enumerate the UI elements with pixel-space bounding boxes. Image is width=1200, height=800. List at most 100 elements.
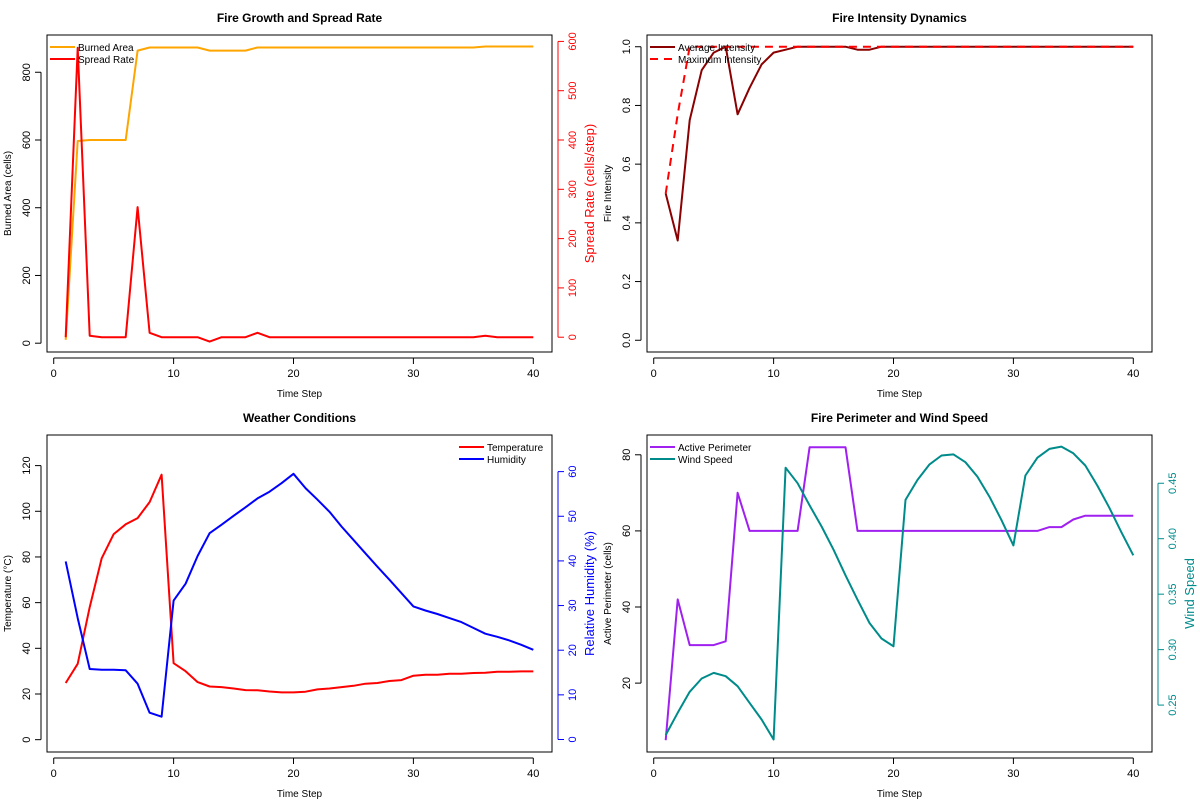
data-point xyxy=(484,672,486,674)
right-tick-label: 400 xyxy=(567,131,579,149)
data-point xyxy=(185,336,187,338)
data-point xyxy=(304,47,306,49)
data-point xyxy=(893,645,895,647)
right-tick-label: 50 xyxy=(567,510,579,522)
data-point xyxy=(881,530,883,532)
data-point xyxy=(904,530,906,532)
data-point xyxy=(881,46,883,48)
data-point xyxy=(520,670,522,672)
data-point xyxy=(448,617,450,619)
data-point xyxy=(869,49,871,51)
data-point xyxy=(689,691,691,693)
data-point xyxy=(833,549,835,551)
left-axis-label: Active Perimeter (cells) xyxy=(603,542,614,645)
series-line-humidity xyxy=(64,472,534,718)
data-point xyxy=(197,47,199,49)
data-point xyxy=(976,46,978,48)
x-tick-label: 10 xyxy=(167,368,179,380)
x-axis-label: Time Step xyxy=(877,389,923,400)
data-point xyxy=(869,46,871,48)
data-point xyxy=(988,496,990,498)
right-tick-label: 40 xyxy=(567,555,579,567)
chart-title: Weather Conditions xyxy=(243,411,356,425)
data-point xyxy=(197,681,199,683)
right-tick-label: 0.35 xyxy=(1167,583,1179,604)
series-points xyxy=(665,46,1135,195)
data-point xyxy=(257,332,259,334)
data-point xyxy=(113,533,115,535)
x-tick-label: 10 xyxy=(167,768,179,780)
data-point xyxy=(749,87,751,89)
data-point xyxy=(916,479,918,481)
right-tick-label: 200 xyxy=(567,229,579,247)
right-tick-label: 0 xyxy=(567,334,579,340)
plot-frame xyxy=(646,34,1153,353)
data-point xyxy=(233,336,235,338)
data-point xyxy=(161,474,163,476)
data-point xyxy=(988,530,990,532)
right-tick-label: 0.40 xyxy=(1167,528,1179,549)
legend-label: Humidity xyxy=(487,455,526,466)
data-point xyxy=(185,583,187,585)
data-point xyxy=(412,605,414,607)
left-tick-label: 0.0 xyxy=(621,333,633,348)
data-point xyxy=(496,671,498,673)
data-point xyxy=(1036,46,1038,48)
data-point xyxy=(364,683,366,685)
series-points xyxy=(665,446,1135,741)
data-point xyxy=(484,633,486,635)
data-point xyxy=(173,47,175,49)
data-point xyxy=(65,560,67,562)
data-point xyxy=(424,336,426,338)
data-point xyxy=(737,685,739,687)
data-point xyxy=(304,487,306,489)
data-point xyxy=(352,685,354,687)
data-point xyxy=(1060,526,1062,528)
data-point xyxy=(904,499,906,501)
series-points xyxy=(665,46,1135,242)
data-point xyxy=(376,682,378,684)
data-point xyxy=(281,482,283,484)
data-point xyxy=(77,663,79,665)
right-tick-label: 500 xyxy=(567,82,579,100)
data-point xyxy=(388,336,390,338)
data-point xyxy=(797,482,799,484)
series-line-temperature xyxy=(64,473,534,694)
data-point xyxy=(701,69,703,71)
data-point xyxy=(713,644,715,646)
data-point xyxy=(65,682,67,684)
series-line-average-intensity xyxy=(664,45,1134,242)
data-point xyxy=(472,627,474,629)
data-point xyxy=(161,47,163,49)
left-tick-label: 80 xyxy=(621,449,633,461)
data-point xyxy=(988,46,990,48)
data-point xyxy=(881,638,883,640)
x-tick-label: 0 xyxy=(651,768,657,780)
x-axis-label: Time Step xyxy=(277,789,323,800)
data-point xyxy=(532,649,534,651)
left-tick-label: 60 xyxy=(621,525,633,537)
data-point xyxy=(508,671,510,673)
data-point xyxy=(1024,474,1026,476)
x-tick-label: 20 xyxy=(887,768,899,780)
left-tick-label: 600 xyxy=(21,131,33,149)
x-tick-label: 0 xyxy=(51,368,57,380)
plot-frame xyxy=(646,434,1153,753)
data-point xyxy=(785,467,787,469)
right-tick-label: 0.45 xyxy=(1167,473,1179,494)
data-point xyxy=(1048,46,1050,48)
data-point xyxy=(316,688,318,690)
data-point xyxy=(821,46,823,48)
chart-title: Fire Perimeter and Wind Speed xyxy=(811,411,988,425)
left-axis-label: Temperature (°C) xyxy=(3,555,14,632)
x-tick-label: 20 xyxy=(287,368,299,380)
data-point xyxy=(665,734,667,736)
legend-label: Maximum Intensity xyxy=(678,55,761,66)
data-point xyxy=(797,46,799,48)
data-point xyxy=(964,530,966,532)
chart-title: Fire Growth and Spread Rate xyxy=(217,11,383,25)
data-point xyxy=(1132,46,1134,48)
data-point xyxy=(328,688,330,690)
data-point xyxy=(113,139,115,141)
data-point xyxy=(773,52,775,54)
